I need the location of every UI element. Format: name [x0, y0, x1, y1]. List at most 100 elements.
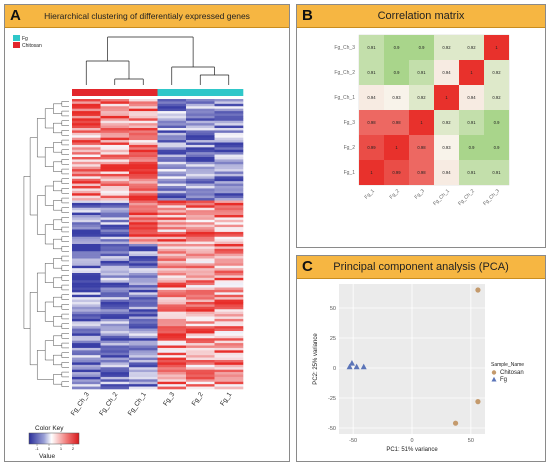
matrix-value-2-1: 0.93 — [392, 95, 401, 100]
column-dendrogram — [85, 36, 230, 85]
matrix-cell-2-3 — [434, 85, 459, 110]
legend-swatch-chitosan — [13, 42, 20, 48]
matrix-cell-2-5 — [484, 85, 509, 110]
panel-a-heatmap: A Hierarchical clustering of differentia… — [4, 4, 290, 462]
row-dendrogram — [23, 101, 69, 387]
matrix-cell-5-3 — [434, 160, 459, 185]
color-key-tick-1: 0 — [48, 446, 51, 451]
point-fg-1 — [346, 363, 353, 370]
matrix-value-3-4: 0.91 — [467, 120, 476, 125]
column-label-fg-ch-1: Fg_Ch_1 — [127, 391, 148, 417]
legend-swatch-fg — [13, 35, 20, 41]
color-key-title: Color Key — [35, 425, 64, 432]
y-tick-label-2: 0 — [333, 366, 336, 372]
matrix-value-4-3: 0.93 — [442, 145, 451, 150]
y-tick-label-0: 50 — [330, 306, 336, 312]
matrix-value-0-5: 1 — [495, 45, 498, 50]
matrix-cell-3-1 — [384, 110, 409, 135]
pca-scatter-figure: -50 0 50 50 25 0 -25 -50 PC1: 51% variance PC2: 2… — [313, 284, 524, 453]
matrix-value-5-0: 1 — [370, 170, 373, 175]
point-fg-0 — [348, 360, 355, 366]
matrix-cell-3-5 — [484, 110, 509, 135]
color-key-xlabel: Value — [39, 453, 56, 460]
matrix-value-4-1: 1 — [395, 145, 398, 150]
panel-a-letter: A — [10, 7, 21, 24]
matrix-cell-1-2 — [409, 60, 434, 85]
matrix-value-4-0: 0.99 — [367, 145, 376, 150]
matrix-value-1-4: 1 — [470, 70, 473, 75]
matrix-cell-4-5 — [484, 135, 509, 160]
matrix-value-5-5: 0.91 — [492, 170, 501, 175]
matrix-cell-0-5 — [484, 35, 509, 60]
x-axis-label: PC1: 51% variance — [386, 447, 438, 453]
col-label-0: Fg_1 — [364, 188, 376, 200]
column-label-fg-1: Fg_1 — [219, 391, 233, 407]
correlation-matrix-figure: 0.91 0.9 0.9 0.92 0.92 10.91 0.9 0.91 0.94 1 0.920… — [334, 34, 510, 207]
matrix-value-1-3: 0.94 — [442, 70, 451, 75]
pca-legend-marker-fg — [491, 376, 497, 382]
x-tick-label-0: -50 — [349, 438, 357, 444]
group-color-bar-0 — [72, 89, 101, 96]
panel-b-title: Correlation matrix — [377, 10, 465, 22]
matrix-cell-1-5 — [484, 60, 509, 85]
matrix-value-3-0: 0.98 — [367, 120, 376, 125]
matrix-value-2-3: 1 — [445, 95, 448, 100]
matrix-cell-5-5 — [484, 160, 509, 185]
matrix-value-1-1: 0.9 — [394, 70, 400, 75]
matrix-value-5-3: 0.94 — [442, 170, 451, 175]
panel-c-letter: C — [302, 258, 313, 275]
matrix-cell-4-0 — [359, 135, 384, 160]
matrix-value-0-1: 0.9 — [394, 45, 400, 50]
column-label-fg-ch-3: Fg_Ch_3 — [70, 391, 91, 417]
matrix-cell-1-3 — [434, 60, 459, 85]
row-label-2: Fg_Ch_1 — [334, 95, 355, 101]
col-label-5: Fg_Ch_3 — [482, 188, 501, 207]
matrix-value-4-2: 0.98 — [417, 145, 426, 150]
panel-c-pca: C Principal component analysis (PCA) -50… — [296, 255, 546, 462]
panel-b-letter: B — [302, 7, 313, 24]
point-fg-3 — [360, 363, 367, 370]
pca-legend-label-chitosan: Chitosan — [500, 370, 524, 376]
panel-c-title-bar: C Principal component analysis (PCA) — [297, 256, 545, 279]
col-label-3: Fg_Ch_1 — [432, 188, 451, 207]
matrix-cell-0-4 — [459, 35, 484, 60]
matrix-value-1-0: 0.91 — [367, 70, 376, 75]
row-label-0: Fg_Ch_3 — [334, 45, 355, 51]
matrix-cell-5-2 — [409, 160, 434, 185]
matrix-cell-4-2 — [409, 135, 434, 160]
col-label-4: Fg_Ch_2 — [457, 188, 476, 207]
matrix-value-4-4: 0.9 — [469, 145, 475, 150]
matrix-value-0-3: 0.92 — [442, 45, 451, 50]
point-chitosan-0 — [475, 287, 481, 293]
matrix-cell-4-1 — [384, 135, 409, 160]
x-tick-label-2: 50 — [468, 438, 474, 444]
pca-legend-marker-chitosan — [491, 370, 497, 375]
matrix-value-1-5: 0.92 — [492, 70, 501, 75]
row-label-3: Fg_3 — [344, 120, 356, 126]
matrix-value-2-4: 0.94 — [467, 95, 476, 100]
pca-legend-label-fg: Fg — [500, 377, 507, 383]
y-axis-label: PC2: 25% variance — [313, 333, 319, 385]
panel-a-title-bar: A Hierarchical clustering of differentia… — [5, 5, 289, 28]
matrix-cell-3-3 — [434, 110, 459, 135]
group-color-bar-2 — [129, 89, 158, 96]
y-tick-label-1: 25 — [330, 336, 336, 342]
point-chitosan-1 — [475, 399, 481, 405]
matrix-value-3-3: 0.92 — [442, 120, 451, 125]
matrix-cell-5-1 — [384, 160, 409, 185]
matrix-cell-1-1 — [384, 60, 409, 85]
gridlines — [339, 284, 485, 434]
matrix-cell-2-2 — [409, 85, 434, 110]
matrix-cell-4-4 — [459, 135, 484, 160]
panel-b-title-bar: B Correlation matrix — [297, 5, 545, 28]
matrix-value-2-0: 0.94 — [367, 95, 376, 100]
matrix-value-1-2: 0.91 — [417, 70, 426, 75]
pca-legend-title: Sample_Name — [491, 362, 524, 368]
matrix-cell-0-3 — [434, 35, 459, 60]
matrix-cell-1-0 — [359, 60, 384, 85]
panel-c-title: Principal component analysis (PCA) — [333, 261, 509, 273]
group-color-bar-4 — [186, 89, 215, 96]
color-key-tick-0: -1 — [35, 446, 39, 451]
matrix-value-0-2: 0.9 — [419, 45, 425, 50]
